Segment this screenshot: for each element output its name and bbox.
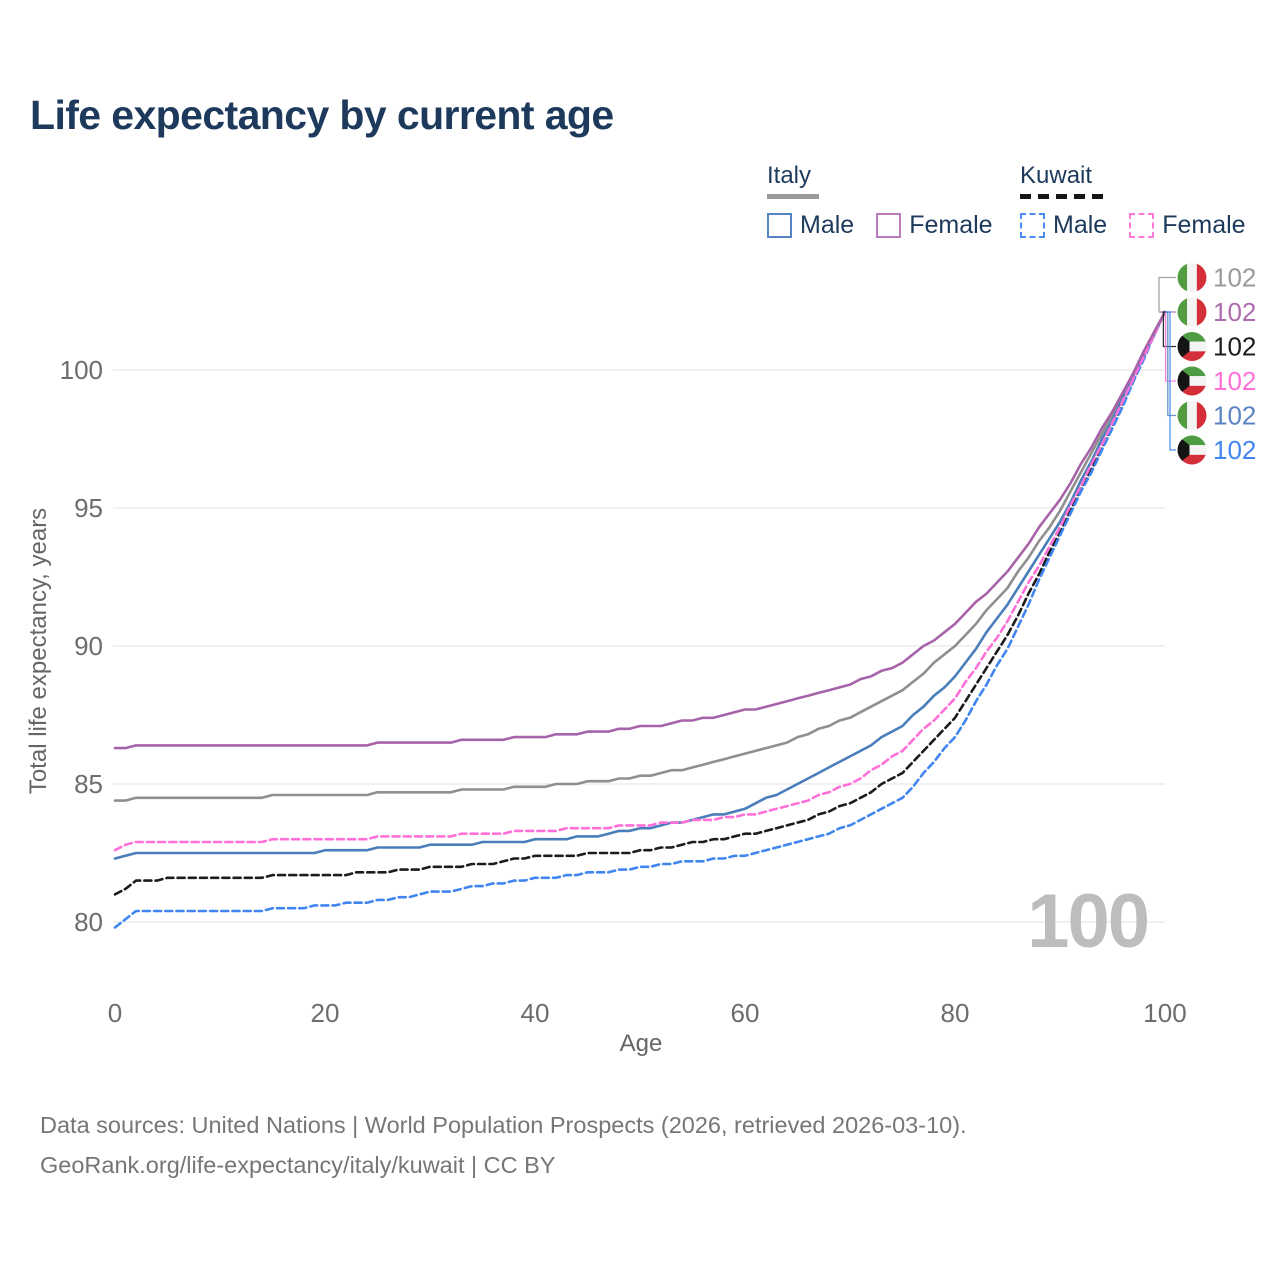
- legend-item-label: Female: [909, 211, 993, 239]
- footer-data-sources: Data sources: United Nations | World Pop…: [40, 1112, 967, 1138]
- end-value-label: 102: [1213, 435, 1256, 465]
- series-lines: [113, 310, 1167, 929]
- y-tick-label: 100: [60, 355, 103, 385]
- series-line-kuwait-male[interactable]: [113, 310, 1167, 929]
- legend-item-italy-female[interactable]: Female: [876, 211, 993, 240]
- x-tick-label: 100: [1143, 998, 1186, 1028]
- y-tick-label: 80: [74, 907, 103, 937]
- x-tick-label: 0: [108, 998, 122, 1028]
- legend-item-kuwait-male[interactable]: Male: [1020, 211, 1107, 240]
- flag-icon-italy: [1177, 263, 1207, 292]
- legend-item-kuwait-female[interactable]: Female: [1129, 211, 1246, 240]
- y-tick-label: 90: [74, 631, 103, 661]
- legend-item-label: Male: [1053, 211, 1108, 239]
- x-tick-label: 80: [941, 998, 970, 1028]
- leader-line: [1165, 311, 1176, 451]
- gridlines: [113, 369, 1165, 923]
- flag-icon-italy: [1177, 401, 1207, 430]
- kuwait-female-swatch: [1129, 213, 1155, 238]
- footer-attribution: GeoRank.org/life-expectancy/italy/kuwait…: [40, 1152, 556, 1178]
- series-line-italy-male[interactable]: [113, 310, 1167, 860]
- x-tick-label: 60: [731, 998, 760, 1028]
- end-value-label: 102: [1213, 263, 1256, 293]
- flag-icon-kuwait: [1177, 435, 1207, 465]
- end-value-label: 102: [1213, 401, 1256, 431]
- footer: Data sources: United Nations | World Pop…: [40, 1105, 967, 1185]
- flag-icon-kuwait: [1177, 332, 1207, 361]
- end-value-label: 102: [1213, 332, 1256, 362]
- italy-male-swatch: [767, 213, 792, 238]
- page-title: Life expectancy by current age: [30, 92, 614, 138]
- x-tick-label: 20: [311, 998, 340, 1028]
- leader-line: [1158, 276, 1176, 313]
- legend-group-title-kuwait: Kuwait: [1020, 162, 1093, 189]
- end-value-labels: 102 102 102 102 102 102: [1158, 263, 1256, 465]
- kuwait-male-swatch: [1020, 213, 1045, 238]
- series-line-kuwait-female[interactable]: [113, 310, 1167, 852]
- legend-item-label: Male: [800, 211, 855, 239]
- series-line-italy-female[interactable]: [113, 310, 1167, 750]
- legend-item-italy-male[interactable]: Male: [767, 211, 854, 240]
- x-axis-title: Age: [620, 1030, 663, 1057]
- kuwait-line-style-swatch: [1020, 194, 1104, 199]
- y-tick-label: 95: [74, 493, 103, 523]
- x-tick-label: 40: [521, 998, 550, 1028]
- legend-item-label: Female: [1162, 211, 1246, 239]
- y-axis-title: Total life expectancy, years: [25, 508, 52, 794]
- legend-group-italy: Italy Male Female: [767, 162, 993, 240]
- series-line-kuwait-both[interactable]: [113, 310, 1167, 896]
- legend-group-kuwait: Kuwait Male Female: [1020, 162, 1246, 240]
- age-counter-watermark: 100: [1027, 879, 1148, 964]
- series-line-italy-both[interactable]: [113, 310, 1167, 802]
- end-value-label: 102: [1213, 366, 1256, 396]
- y-tick-label: 85: [74, 769, 103, 799]
- italy-line-style-swatch: [767, 194, 819, 199]
- flag-icon-kuwait: [1177, 366, 1207, 396]
- legend-group-title-italy: Italy: [767, 162, 812, 189]
- end-value-label: 102: [1213, 297, 1256, 327]
- italy-female-swatch: [876, 213, 902, 238]
- flag-icon-italy: [1177, 297, 1207, 327]
